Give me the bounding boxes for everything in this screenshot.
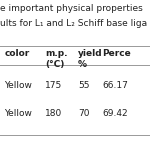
Text: m.p.
(°C): m.p. (°C): [45, 49, 68, 69]
Text: ults for L₁ and L₂ Schiff base liga: ults for L₁ and L₂ Schiff base liga: [0, 19, 147, 28]
Text: Yellow: Yellow: [4, 110, 32, 118]
Text: 70: 70: [78, 110, 90, 118]
Text: 175: 175: [45, 81, 62, 90]
Text: color: color: [4, 49, 30, 58]
Text: Yellow: Yellow: [4, 81, 32, 90]
Text: 66.17: 66.17: [102, 81, 128, 90]
Text: yield
%: yield %: [78, 49, 103, 69]
Text: 55: 55: [78, 81, 90, 90]
Text: 180: 180: [45, 110, 62, 118]
Text: e important physical properties: e important physical properties: [0, 4, 143, 13]
Text: Perce: Perce: [102, 49, 131, 58]
Text: 69.42: 69.42: [102, 110, 128, 118]
